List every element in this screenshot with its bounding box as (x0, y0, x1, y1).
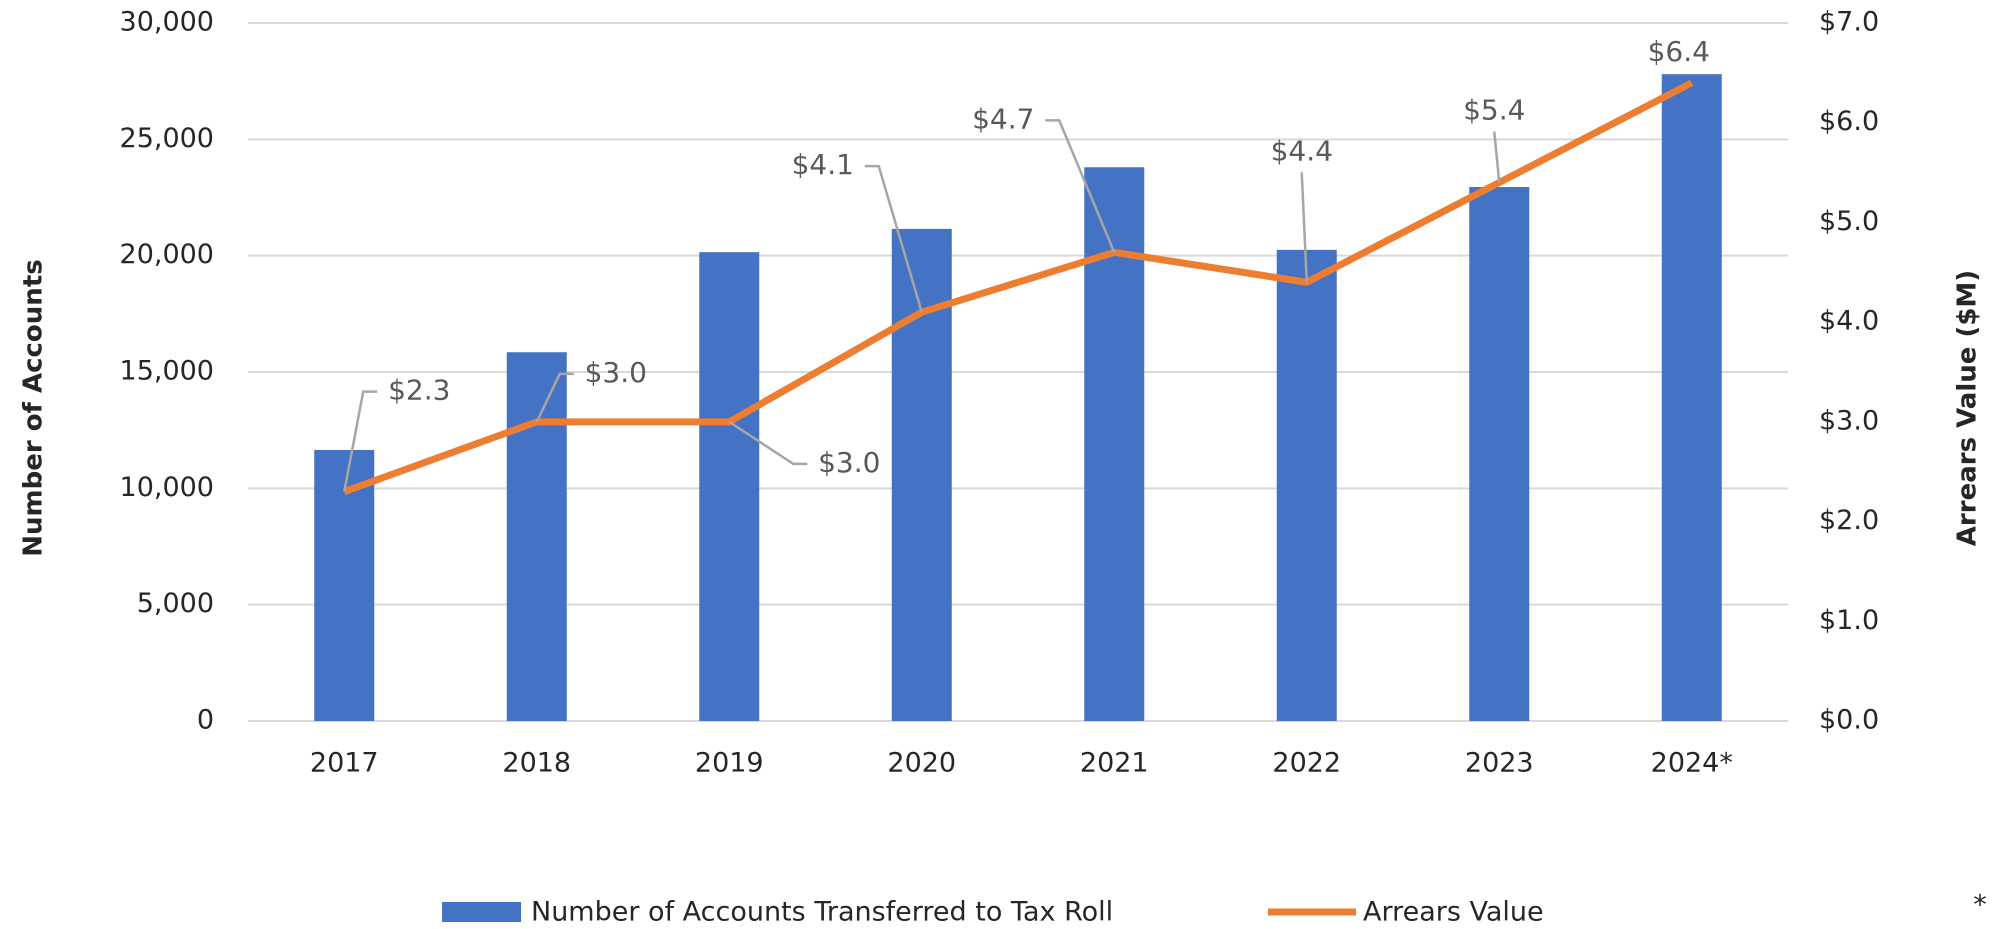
y2-tick-label: $4.0 (1819, 306, 1879, 337)
data-label: $3.0 (818, 446, 880, 479)
y-tick-label: 30,000 (120, 7, 214, 38)
y2-tick-label: $2.0 (1819, 505, 1879, 536)
x-tick-label: 2017 (310, 748, 379, 779)
data-label: $6.4 (1648, 35, 1710, 68)
bar (314, 449, 375, 721)
leader-line (1300, 172, 1308, 283)
legend-swatch (442, 902, 521, 922)
x-tick-label: 2019 (695, 748, 764, 779)
line (343, 79, 1694, 495)
y-tick-label: 15,000 (120, 356, 214, 387)
data-label: $5.4 (1463, 94, 1525, 127)
x-tick-label: 2020 (887, 748, 956, 779)
y2-tick-label: $3.0 (1819, 405, 1879, 436)
y-tick-label: 25,000 (120, 123, 214, 154)
y-tick-label: 0 (197, 705, 214, 736)
y-tick-label: 20,000 (120, 239, 214, 270)
leader-line (1045, 119, 1116, 253)
data-label: $2.3 (388, 374, 450, 407)
bar (1276, 249, 1337, 721)
footnote: * (1973, 890, 1987, 921)
leader-line (343, 390, 378, 492)
y2-tick-label: $6.0 (1819, 106, 1879, 137)
leader-line (1493, 131, 1501, 183)
y2-axis-title: Arrears Value ($M) (1953, 270, 1983, 546)
x-tick-label: 2021 (1080, 748, 1149, 779)
data-label: $4.1 (792, 148, 854, 181)
y-axis-title: Number of Accounts (19, 259, 49, 556)
y2-tick-label: $7.0 (1819, 7, 1879, 38)
legend-label: Number of Accounts Transferred to Tax Ro… (531, 897, 1113, 928)
bar (699, 252, 760, 721)
y2-tick-label: $5.0 (1819, 206, 1879, 237)
leader-line (864, 164, 923, 313)
y2-tick-label: $1.0 (1819, 605, 1879, 636)
data-label: $3.0 (585, 356, 647, 389)
x-tick-label: 2023 (1465, 748, 1534, 779)
data-label: $4.4 (1271, 134, 1333, 167)
x-tick-label: 2024* (1651, 748, 1733, 779)
leader-line (728, 420, 808, 466)
bar (1469, 187, 1530, 721)
leader-line (535, 372, 574, 423)
x-tick-label: 2022 (1272, 748, 1341, 779)
y2-tick-label: $0.0 (1819, 705, 1879, 736)
y-tick-label: 5,000 (137, 588, 214, 619)
bar (1661, 74, 1722, 722)
bar (506, 352, 567, 721)
legend-label: Arrears Value (1363, 897, 1544, 928)
y-tick-label: 10,000 (120, 472, 214, 503)
data-label: $4.7 (972, 102, 1034, 135)
x-tick-label: 2018 (502, 748, 571, 779)
